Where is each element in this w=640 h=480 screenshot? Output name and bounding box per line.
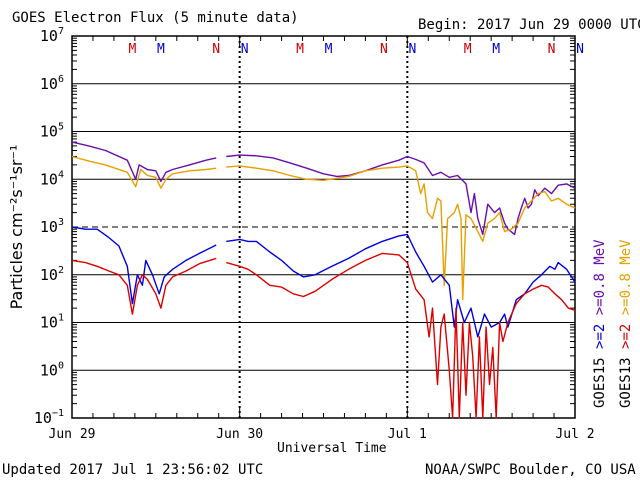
marker-label: M — [325, 42, 333, 57]
marker-label: N — [576, 42, 584, 57]
legend: GOES15 >=2 >=0.8 MeV GOES13 >=2 >=0.8 MeV — [592, 239, 634, 408]
marker-label: N — [241, 42, 249, 57]
y-tick-label: 102 — [40, 265, 64, 284]
y-tick-label: 105 — [40, 122, 64, 141]
marker-label: N — [408, 42, 416, 57]
marker-label: N — [548, 42, 556, 57]
chart-title: GOES Electron Flux (5 minute data) — [12, 10, 299, 26]
updated-timestamp: Updated 2017 Jul 1 23:56:02 UTC — [2, 462, 264, 478]
marker-label: M — [157, 42, 165, 57]
y-tick-label: 10−1 — [34, 408, 64, 427]
marker-label: M — [492, 42, 500, 57]
y-tick-label: 106 — [40, 74, 64, 93]
y-tick-label: 101 — [40, 313, 64, 332]
marker-label: M — [128, 42, 136, 57]
series-line — [71, 155, 576, 301]
marker-label: M — [464, 42, 472, 57]
series-lines — [71, 141, 576, 419]
series-line — [71, 226, 576, 338]
y-tick-label: 107 — [40, 26, 64, 45]
grid-lines — [72, 35, 575, 419]
x-axis-label: Universal Time — [277, 441, 387, 456]
x-tick-label: Jul 1 — [388, 427, 427, 442]
legend-entry: GOES15 >=2 >=0.8 MeV — [592, 239, 608, 408]
legend-entry: GOES13 >=2 >=0.8 MeV — [618, 239, 634, 408]
x-tick-label: Jun 30 — [216, 427, 263, 442]
series-line — [71, 252, 576, 419]
y-axis-label: Particles cm⁻²s⁻¹sr⁻¹ — [7, 145, 26, 310]
begin-time-label: Begin: 2017 Jun 29 0000 UTC — [418, 17, 640, 33]
y-tick-label: 100 — [40, 360, 64, 379]
marker-label: N — [380, 42, 388, 57]
y-tick-label: 103 — [40, 217, 64, 236]
series-line — [71, 141, 576, 236]
x-tick-label: Jul 2 — [555, 427, 594, 442]
y-tick-label: 104 — [40, 169, 64, 188]
marker-label: N — [212, 42, 220, 57]
x-tick-label: Jun 29 — [49, 427, 96, 442]
marker-label: M — [296, 42, 304, 57]
credit-text: NOAA/SWPC Boulder, CO USA — [425, 462, 636, 478]
